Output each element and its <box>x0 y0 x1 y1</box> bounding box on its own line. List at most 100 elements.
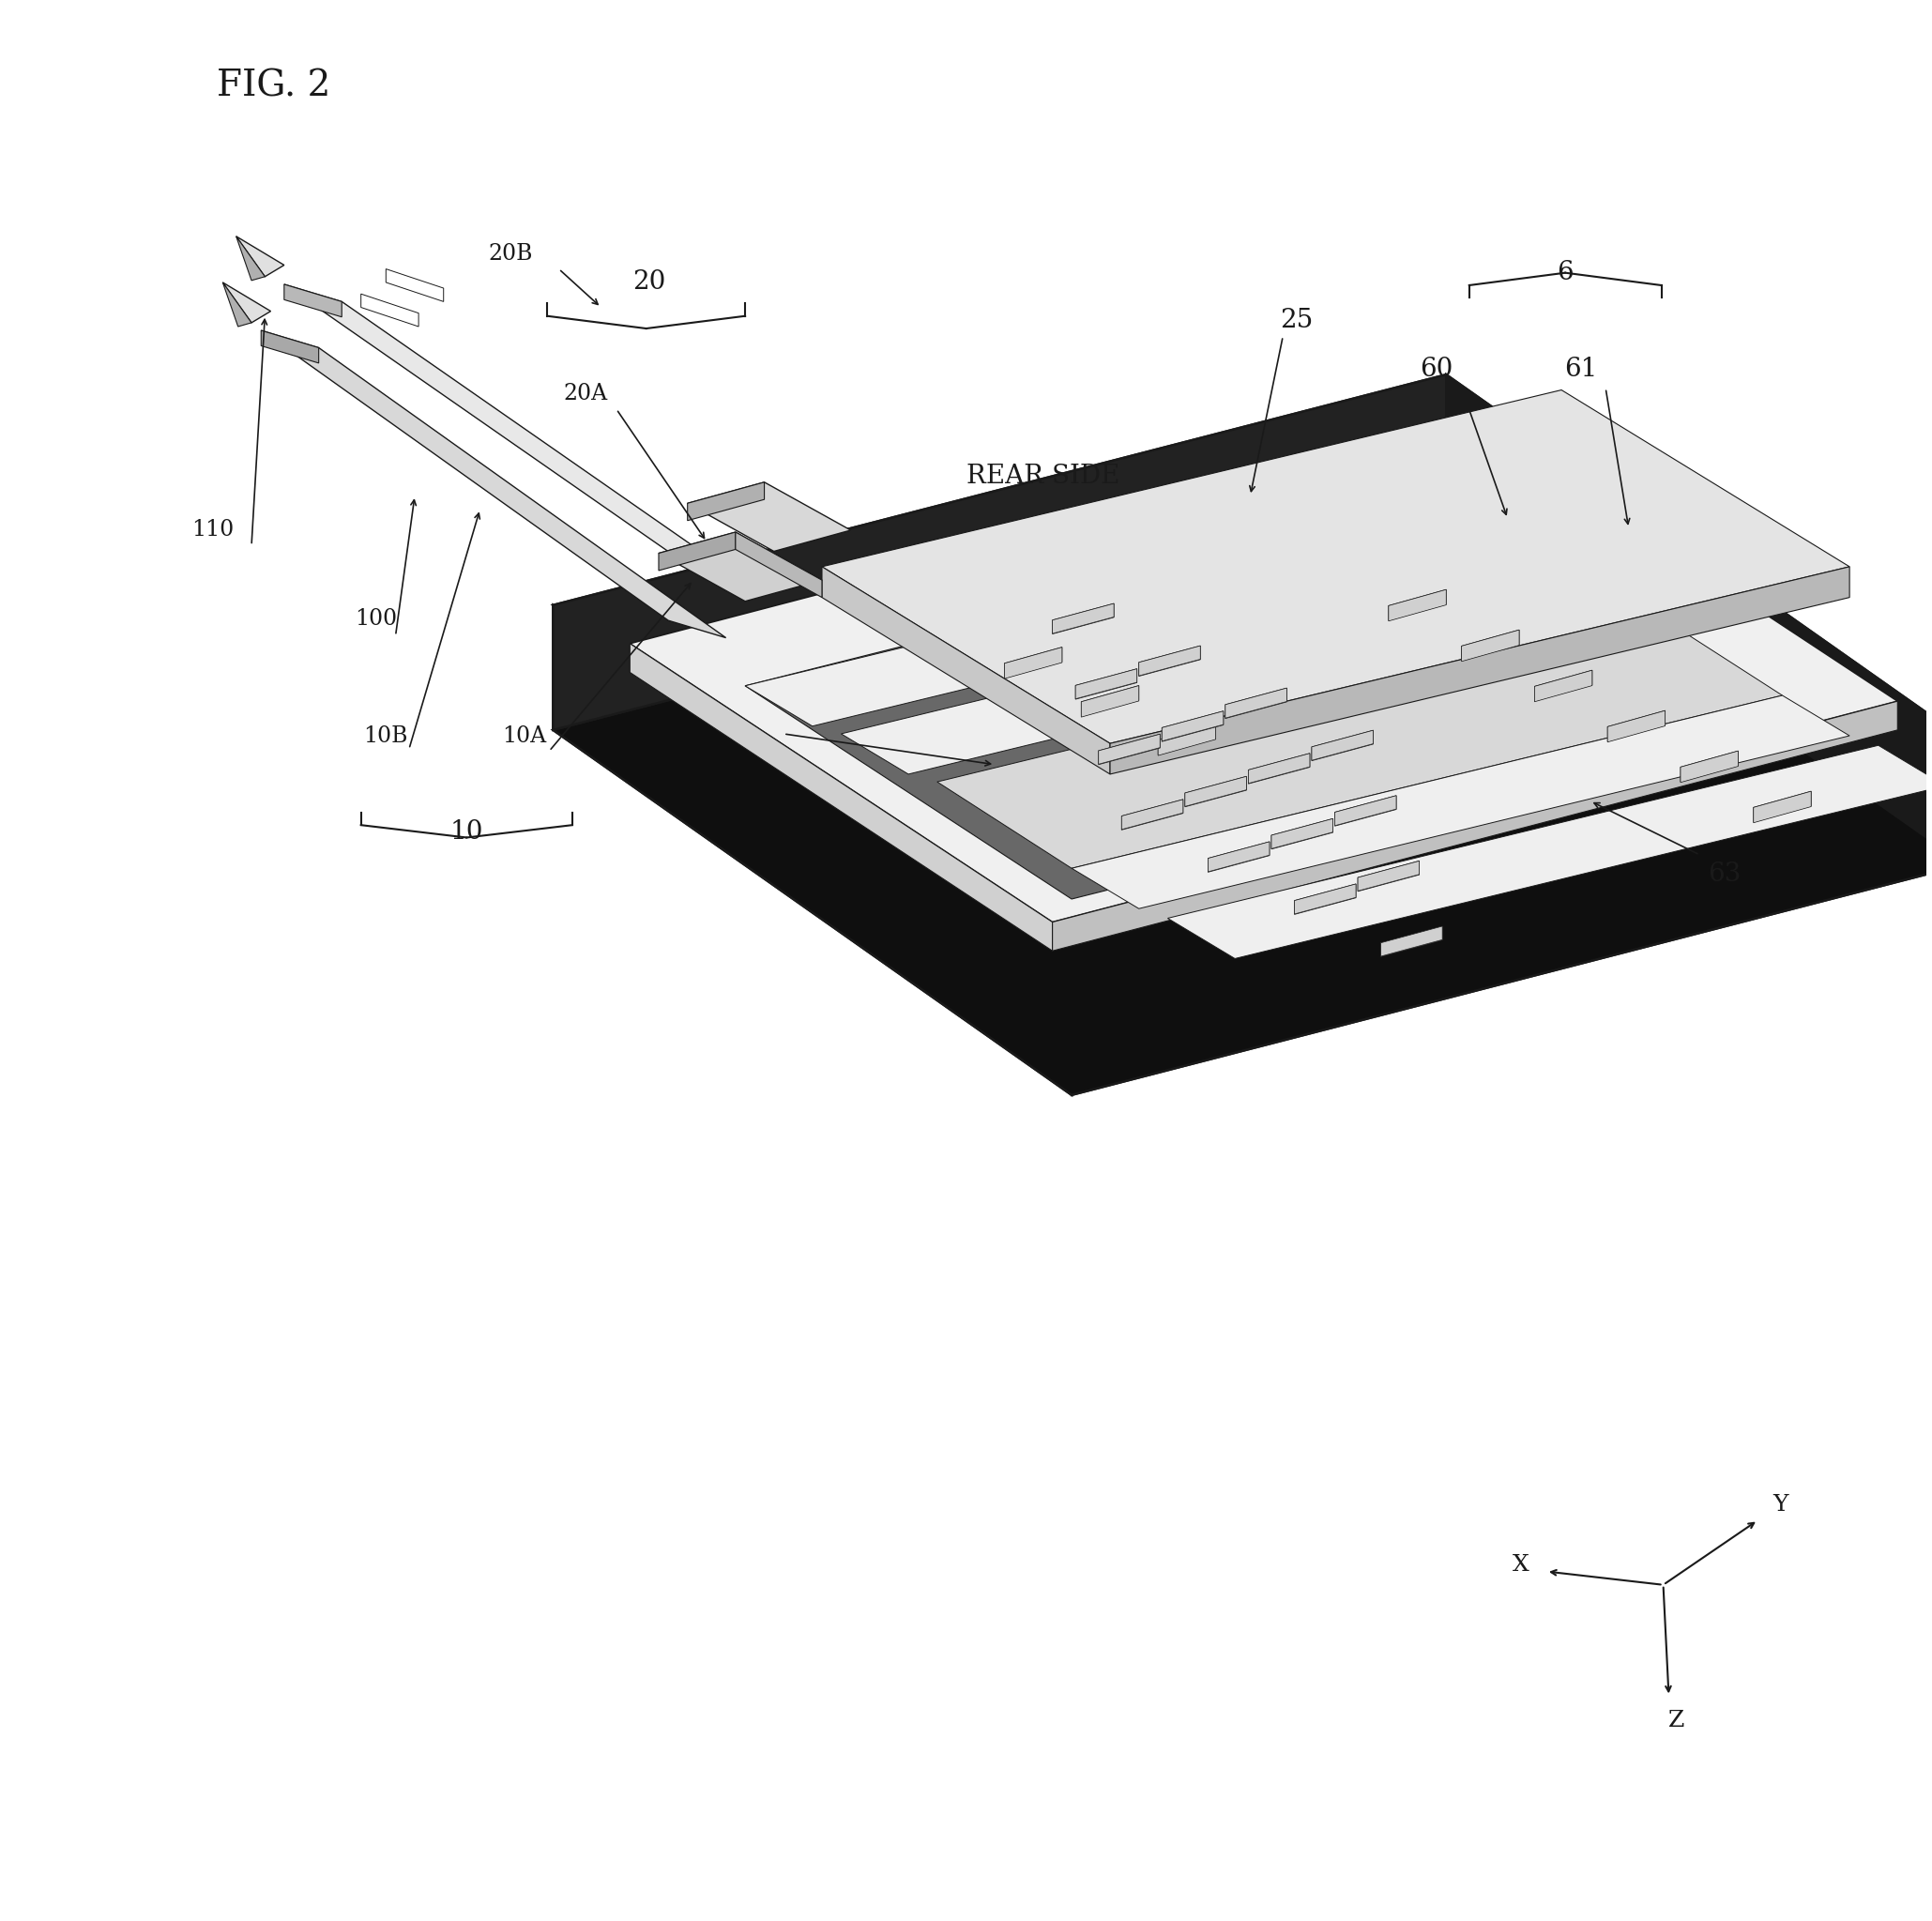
Polygon shape <box>1208 841 1269 872</box>
Polygon shape <box>1534 670 1592 701</box>
Polygon shape <box>1082 686 1138 717</box>
Text: 60: 60 <box>1420 355 1453 382</box>
Polygon shape <box>1161 711 1223 742</box>
Polygon shape <box>1358 861 1420 891</box>
Polygon shape <box>1225 688 1287 718</box>
Polygon shape <box>1607 711 1665 742</box>
Polygon shape <box>1389 590 1447 620</box>
Polygon shape <box>1381 926 1443 957</box>
Text: 110: 110 <box>191 519 234 542</box>
Polygon shape <box>937 609 1783 868</box>
Polygon shape <box>1248 753 1310 784</box>
Text: 20: 20 <box>632 269 667 296</box>
Polygon shape <box>1294 884 1356 914</box>
Polygon shape <box>1754 791 1810 822</box>
Polygon shape <box>553 375 1932 970</box>
Polygon shape <box>236 236 265 280</box>
Text: X: X <box>1513 1554 1528 1575</box>
Polygon shape <box>746 507 1783 899</box>
Polygon shape <box>1461 630 1519 661</box>
Polygon shape <box>1335 795 1397 826</box>
Text: 10B: 10B <box>363 724 408 747</box>
Text: FIG. 2: FIG. 2 <box>216 69 330 104</box>
Text: 10: 10 <box>450 818 483 845</box>
Polygon shape <box>553 605 1072 1095</box>
Polygon shape <box>1534 670 1592 701</box>
Polygon shape <box>821 567 1111 774</box>
Polygon shape <box>361 294 419 327</box>
Polygon shape <box>1053 603 1115 634</box>
Polygon shape <box>746 513 1522 726</box>
Polygon shape <box>1225 688 1287 718</box>
Text: 20B: 20B <box>489 242 533 265</box>
Polygon shape <box>1082 686 1138 717</box>
Polygon shape <box>1607 711 1665 742</box>
Polygon shape <box>553 375 1447 730</box>
Text: 10A: 10A <box>502 724 547 747</box>
Polygon shape <box>1099 734 1159 765</box>
Polygon shape <box>1122 799 1182 830</box>
Polygon shape <box>1167 745 1932 959</box>
Text: 20A: 20A <box>564 382 609 405</box>
Polygon shape <box>1381 926 1443 957</box>
Polygon shape <box>1138 645 1200 676</box>
Text: 61: 61 <box>1565 355 1598 382</box>
Polygon shape <box>1157 724 1215 755</box>
Polygon shape <box>1754 791 1810 822</box>
Polygon shape <box>1271 818 1333 849</box>
Polygon shape <box>1294 884 1356 914</box>
Polygon shape <box>222 282 251 327</box>
Polygon shape <box>1389 590 1447 620</box>
Polygon shape <box>1076 669 1136 699</box>
Polygon shape <box>1681 751 1739 782</box>
Polygon shape <box>1053 701 1897 951</box>
Polygon shape <box>1681 751 1739 782</box>
Polygon shape <box>1248 753 1310 784</box>
Polygon shape <box>821 390 1849 743</box>
Text: 6: 6 <box>1557 259 1573 286</box>
Polygon shape <box>659 532 821 601</box>
Polygon shape <box>1312 730 1374 761</box>
Text: 63: 63 <box>1708 861 1741 888</box>
Polygon shape <box>1461 630 1519 661</box>
Polygon shape <box>1076 669 1136 699</box>
Polygon shape <box>1099 734 1159 765</box>
Polygon shape <box>1005 647 1063 678</box>
Polygon shape <box>688 482 765 521</box>
Polygon shape <box>1184 776 1246 807</box>
Polygon shape <box>630 423 1897 922</box>
Polygon shape <box>284 284 342 317</box>
Polygon shape <box>1072 695 1849 909</box>
Polygon shape <box>1161 711 1223 742</box>
Polygon shape <box>1358 861 1420 891</box>
Text: Y: Y <box>1772 1495 1787 1516</box>
Polygon shape <box>1335 795 1397 826</box>
Text: REAR SIDE: REAR SIDE <box>966 463 1119 490</box>
Polygon shape <box>1111 567 1849 774</box>
Polygon shape <box>1208 841 1269 872</box>
Polygon shape <box>659 532 736 571</box>
Polygon shape <box>630 644 1053 951</box>
Polygon shape <box>1157 724 1215 755</box>
Polygon shape <box>553 499 1932 1095</box>
Polygon shape <box>1072 740 1932 1095</box>
Polygon shape <box>736 532 821 597</box>
Polygon shape <box>840 561 1619 774</box>
Polygon shape <box>688 482 850 551</box>
Polygon shape <box>386 269 444 302</box>
Polygon shape <box>261 330 726 638</box>
Text: Z: Z <box>1669 1710 1685 1731</box>
Polygon shape <box>236 236 284 277</box>
Text: 25: 25 <box>1279 307 1314 334</box>
Polygon shape <box>1271 818 1333 849</box>
Polygon shape <box>1053 603 1115 634</box>
Polygon shape <box>1447 375 1932 864</box>
Polygon shape <box>1122 799 1182 830</box>
Polygon shape <box>222 282 270 323</box>
Polygon shape <box>1312 730 1374 761</box>
Polygon shape <box>261 330 319 363</box>
Polygon shape <box>284 284 765 596</box>
Polygon shape <box>1005 647 1063 678</box>
Text: 62: 62 <box>738 707 771 734</box>
Polygon shape <box>1138 645 1200 676</box>
